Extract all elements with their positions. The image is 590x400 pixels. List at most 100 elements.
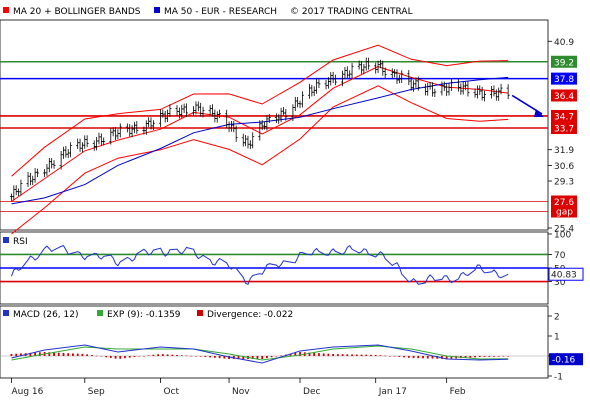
level-tag-text-37.8: 37.8 — [554, 75, 574, 85]
divergence-bar — [237, 356, 240, 359]
divergence-bar — [128, 356, 131, 358]
macd-y-label-2: 2 — [554, 313, 560, 323]
divergence-bar — [469, 356, 472, 358]
price-panel — [0, 19, 549, 231]
divergence-bar — [223, 356, 226, 359]
exp-legend-label: EXP (9): -0.1359 — [107, 310, 181, 320]
divergence-bar — [332, 354, 335, 356]
ma20-line — [11, 66, 509, 202]
x-label-nov: Nov — [232, 387, 250, 397]
divergence-bar — [209, 356, 212, 358]
divergence-bar — [114, 356, 117, 359]
rsi-y-label-70: 70 — [554, 251, 566, 261]
divergence-bar — [280, 355, 282, 356]
x-label-aug-16: Aug 16 — [11, 387, 43, 397]
divergence-bar — [185, 355, 188, 357]
divergence-bar — [195, 356, 197, 357]
divergence-bar — [294, 352, 297, 356]
divergence-bar — [67, 353, 70, 356]
divergence-bar — [346, 354, 349, 356]
x-label-dec: Dec — [303, 387, 320, 397]
level-tag-37.8 — [551, 72, 577, 85]
x-label-oct: Oct — [163, 387, 179, 397]
copyright-text: © 2017 TRADING CENTRAL — [290, 7, 413, 17]
ma20-legend-label: MA 20 + BOLLINGER BANDS — [13, 7, 141, 17]
divergence-bar — [308, 352, 311, 356]
divergence-bar — [393, 356, 396, 357]
divergence-bar — [81, 353, 84, 356]
x-label-feb: Feb — [450, 387, 466, 397]
divergence-bar — [138, 356, 141, 357]
divergence-bar — [90, 355, 93, 356]
divergence-bar — [157, 354, 160, 356]
divergence-bar — [133, 356, 136, 358]
divergence-bar — [365, 354, 368, 356]
divergence-bar — [318, 353, 320, 356]
divergence-bar — [95, 355, 98, 357]
divergence-bar — [370, 354, 372, 356]
macd-legend-swatch — [3, 310, 9, 316]
divergence-bar — [313, 352, 316, 356]
divergence-bar — [251, 356, 254, 359]
divergence-legend-label: Divergence: -0.022 — [207, 310, 293, 320]
price-y-label-25.4: 25.4 — [554, 225, 574, 235]
ma50-legend-swatch — [154, 7, 160, 13]
level-tag-text-39.2: 39.2 — [554, 58, 574, 68]
macd-layer: 210-1-0.16 — [0, 313, 583, 383]
divergence-bar — [100, 356, 103, 357]
macd-panel — [0, 305, 549, 379]
bollinger-lower-band — [11, 85, 509, 235]
divergence-bar — [403, 356, 405, 358]
divergence-bar — [379, 355, 382, 356]
divergence-bar — [422, 356, 424, 359]
divergence-bar — [38, 352, 41, 356]
level-tag-36.4 — [551, 89, 577, 102]
divergence-bar — [48, 352, 51, 356]
level-tag-text-36.4: 36.4 — [554, 92, 574, 102]
divergence-bar — [450, 356, 453, 359]
bollinger-upper-band — [11, 44, 509, 177]
divergence-bar — [483, 356, 486, 357]
price-y-label-29.3: 29.3 — [554, 178, 574, 188]
divergence-bar — [62, 352, 65, 356]
divergence-bar — [266, 356, 268, 359]
divergence-bar — [270, 356, 273, 358]
rsi-y-label-100: 100 — [554, 231, 571, 241]
divergence-bar — [417, 356, 420, 359]
macd-line — [11, 344, 509, 364]
x-label-sep: Sep — [88, 387, 105, 397]
divergence-bar — [204, 356, 207, 357]
divergence-bar — [34, 352, 37, 356]
exp-legend-swatch — [97, 310, 103, 316]
divergence-legend-swatch — [197, 310, 203, 316]
level-tag-34.7 — [551, 109, 577, 122]
divergence-bar — [384, 355, 387, 357]
rsi-last-tag — [548, 267, 584, 281]
divergence-bar — [398, 356, 401, 357]
divergence-bar — [124, 356, 126, 359]
ma20-legend-swatch — [3, 7, 9, 13]
divergence-bar — [161, 354, 164, 356]
macd-last-value: -0.16 — [552, 356, 576, 366]
price-y-label-30.6: 30.6 — [554, 162, 574, 172]
price-layer: 40.9 39.2 37.8 36.4 34.7 33.7 31.9 30.6 29.3 27.6… — [0, 38, 577, 235]
divergence-bar — [20, 353, 22, 356]
divergence-bar — [199, 356, 202, 357]
divergence-bar — [493, 356, 495, 357]
divergence-bar — [478, 356, 481, 357]
divergence-bar — [190, 355, 193, 357]
x-axis: Aug 16 Sep Oct Nov Dec Jan 17 Feb — [11, 378, 466, 397]
divergence-bar — [143, 355, 145, 357]
divergence-bar — [147, 355, 150, 356]
divergence-bar — [57, 352, 60, 356]
divergence-bar — [426, 356, 429, 359]
divergence-bar — [213, 356, 216, 358]
divergence-bar — [76, 353, 79, 356]
divergence-bar — [242, 356, 245, 359]
level-tag-39.2 — [551, 55, 577, 68]
macd-y-label-1: 1 — [554, 333, 560, 343]
forecast-arrow-head — [534, 108, 544, 117]
level-tag-text-33.7: 33.7 — [554, 125, 574, 135]
level-tag-27.6 — [551, 195, 577, 218]
divergence-bar — [407, 356, 410, 358]
